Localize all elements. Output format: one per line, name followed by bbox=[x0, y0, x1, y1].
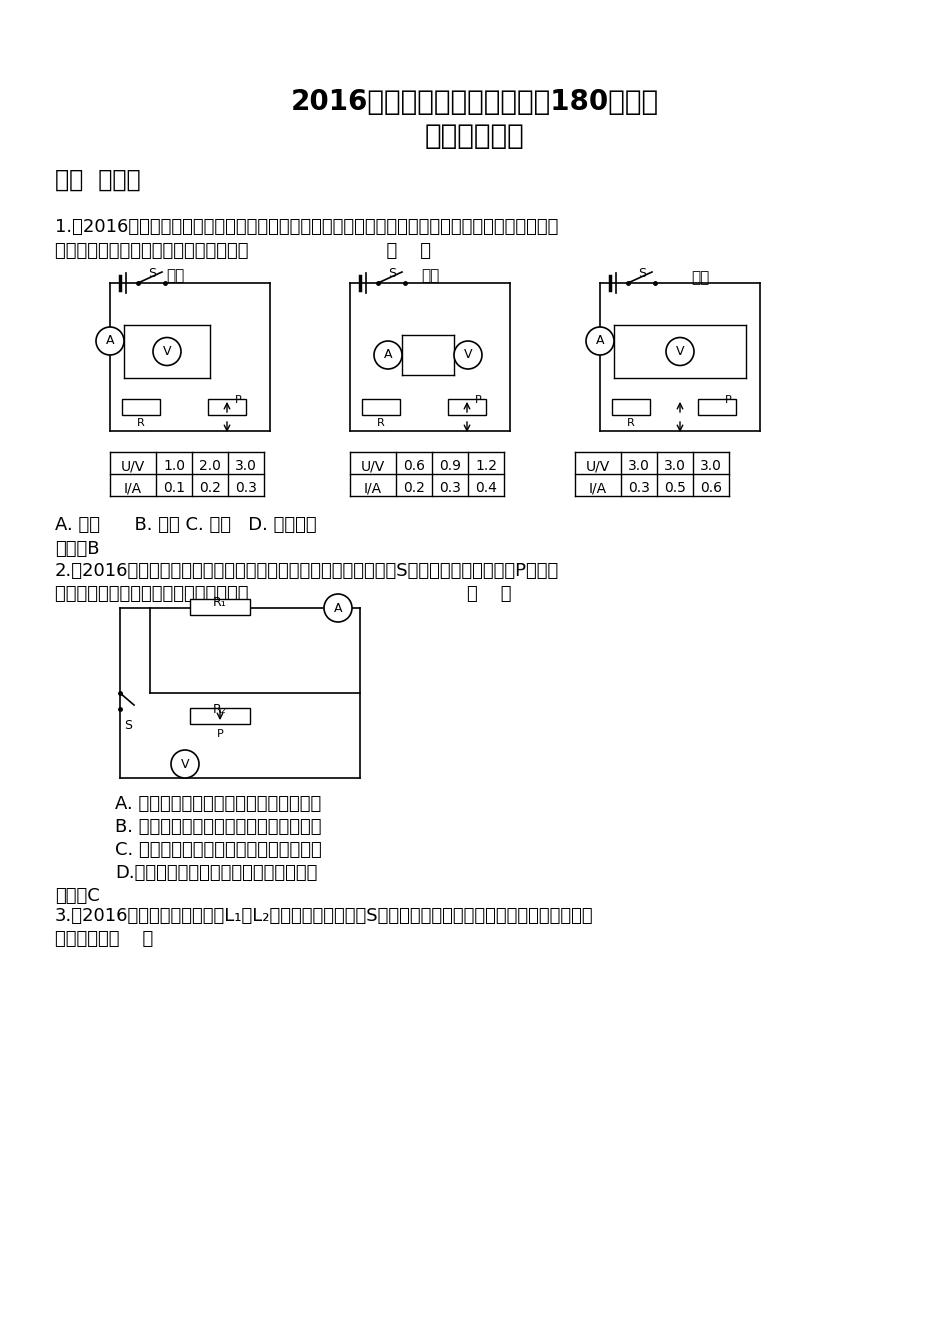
Text: P: P bbox=[475, 395, 482, 405]
Text: 《欧姆定律》: 《欧姆定律》 bbox=[426, 122, 524, 151]
Text: 动时，电流表和电压表示数的变化分别为                                      （    ）: 动时，电流表和电压表示数的变化分别为 （ ） bbox=[55, 585, 511, 603]
Text: C. 电流表的示数变小，电压表的示数不变: C. 电流表的示数变小，电压表的示数不变 bbox=[115, 841, 322, 859]
Text: U/V: U/V bbox=[586, 460, 610, 473]
Text: A: A bbox=[596, 335, 604, 348]
Text: V: V bbox=[464, 348, 472, 362]
Circle shape bbox=[153, 337, 181, 366]
Bar bbox=[362, 399, 400, 415]
Text: V: V bbox=[180, 758, 189, 770]
Text: 0.2: 0.2 bbox=[200, 481, 221, 495]
Text: A: A bbox=[333, 602, 342, 614]
Text: 1.0: 1.0 bbox=[163, 460, 185, 473]
Text: R₁: R₁ bbox=[213, 595, 227, 609]
Bar bbox=[448, 399, 486, 415]
Text: A. 小满      B. 小希 C. 小梦   D. 都不对应: A. 小满 B. 小希 C. 小梦 D. 都不对应 bbox=[55, 516, 316, 534]
Circle shape bbox=[374, 341, 402, 370]
Text: 0.6: 0.6 bbox=[700, 481, 722, 495]
Text: D.电流表的示数变小，电压表的示数变小: D.电流表的示数变小，电压表的示数变小 bbox=[115, 864, 317, 882]
Text: 3.0: 3.0 bbox=[235, 460, 256, 473]
Text: 答案：B: 答案：B bbox=[55, 540, 100, 558]
Text: V: V bbox=[675, 345, 684, 358]
Text: 2016年全国各地中考物理试题180套汇编: 2016年全国各地中考物理试题180套汇编 bbox=[291, 87, 659, 116]
Text: I/A: I/A bbox=[364, 481, 382, 495]
Text: P: P bbox=[725, 395, 732, 405]
Text: 3.0: 3.0 bbox=[628, 460, 650, 473]
Text: 1.（2016济宁）小满、小希扣小梦按各自设计的电路图进行实验，并将实验数据记录在表格中，如图: 1.（2016济宁）小满、小希扣小梦按各自设计的电路图进行实验，并将实验数据记录… bbox=[55, 218, 559, 237]
Text: P: P bbox=[217, 728, 223, 739]
Text: S: S bbox=[124, 719, 132, 732]
Text: 3.0: 3.0 bbox=[664, 460, 686, 473]
Text: U/V: U/V bbox=[121, 460, 145, 473]
Text: 答案：C: 答案：C bbox=[55, 887, 100, 905]
Text: 2.0: 2.0 bbox=[200, 460, 221, 473]
Bar bbox=[122, 399, 160, 415]
Text: 所示，其中电路图与实验数据不对应的是                        （    ）: 所示，其中电路图与实验数据不对应的是 （ ） bbox=[55, 242, 431, 259]
Text: 小满: 小满 bbox=[166, 267, 184, 284]
Text: 0.4: 0.4 bbox=[475, 481, 497, 495]
Text: S: S bbox=[388, 267, 396, 280]
Text: 0.2: 0.2 bbox=[403, 481, 425, 495]
Text: 2.（2016滨州）在如图所示的电路中，电源电压保持不变，当开关S闭合，滑动变阻器滑片P向右移: 2.（2016滨州）在如图所示的电路中，电源电压保持不变，当开关S闭合，滑动变阻… bbox=[55, 562, 560, 581]
Text: I/A: I/A bbox=[589, 481, 607, 495]
Circle shape bbox=[96, 327, 124, 355]
Text: 0.5: 0.5 bbox=[664, 481, 686, 495]
Text: I/A: I/A bbox=[124, 481, 142, 495]
Circle shape bbox=[324, 594, 352, 622]
Text: 故障可能是（    ）: 故障可能是（ ） bbox=[55, 930, 153, 948]
Text: A: A bbox=[105, 335, 114, 348]
Text: R₂: R₂ bbox=[213, 703, 227, 716]
Text: 3.（2016福州）如图所示，灯L₁、L₂完全相同，闭合开关S，只有一盏灯亮，且只有一个电表有示数，其: 3.（2016福州）如图所示，灯L₁、L₂完全相同，闭合开关S，只有一盏灯亮，且… bbox=[55, 907, 594, 925]
Text: R: R bbox=[627, 418, 635, 427]
Circle shape bbox=[666, 337, 694, 366]
Text: 小希: 小希 bbox=[421, 267, 439, 284]
Bar bbox=[190, 708, 250, 724]
Text: 0.3: 0.3 bbox=[235, 481, 256, 495]
Text: 0.3: 0.3 bbox=[628, 481, 650, 495]
Text: 1.2: 1.2 bbox=[475, 460, 497, 473]
Text: S: S bbox=[638, 267, 646, 280]
Bar bbox=[190, 599, 250, 616]
Text: A: A bbox=[384, 348, 392, 362]
Text: 小梦: 小梦 bbox=[691, 270, 709, 285]
Circle shape bbox=[171, 750, 199, 778]
Text: P: P bbox=[235, 395, 241, 405]
Text: 0.3: 0.3 bbox=[439, 481, 461, 495]
Bar bbox=[612, 399, 650, 415]
Text: R: R bbox=[137, 418, 144, 427]
Text: V: V bbox=[162, 345, 171, 358]
Bar bbox=[208, 399, 246, 415]
Text: 0.9: 0.9 bbox=[439, 460, 461, 473]
Text: 一、  选择题: 一、 选择题 bbox=[55, 168, 141, 192]
Text: R: R bbox=[377, 418, 385, 427]
Text: U/V: U/V bbox=[361, 460, 385, 473]
Circle shape bbox=[454, 341, 482, 370]
Bar bbox=[698, 399, 736, 415]
Text: B. 电流表的示数变大，电压表的示数变小: B. 电流表的示数变大，电压表的示数变小 bbox=[115, 818, 321, 836]
Text: A. 电流表的示数变小，电压表的示数变大: A. 电流表的示数变小，电压表的示数变大 bbox=[115, 796, 321, 813]
Circle shape bbox=[586, 327, 614, 355]
Text: S: S bbox=[148, 267, 156, 280]
Text: 0.1: 0.1 bbox=[163, 481, 185, 495]
Text: 0.6: 0.6 bbox=[403, 460, 425, 473]
Text: 3.0: 3.0 bbox=[700, 460, 722, 473]
